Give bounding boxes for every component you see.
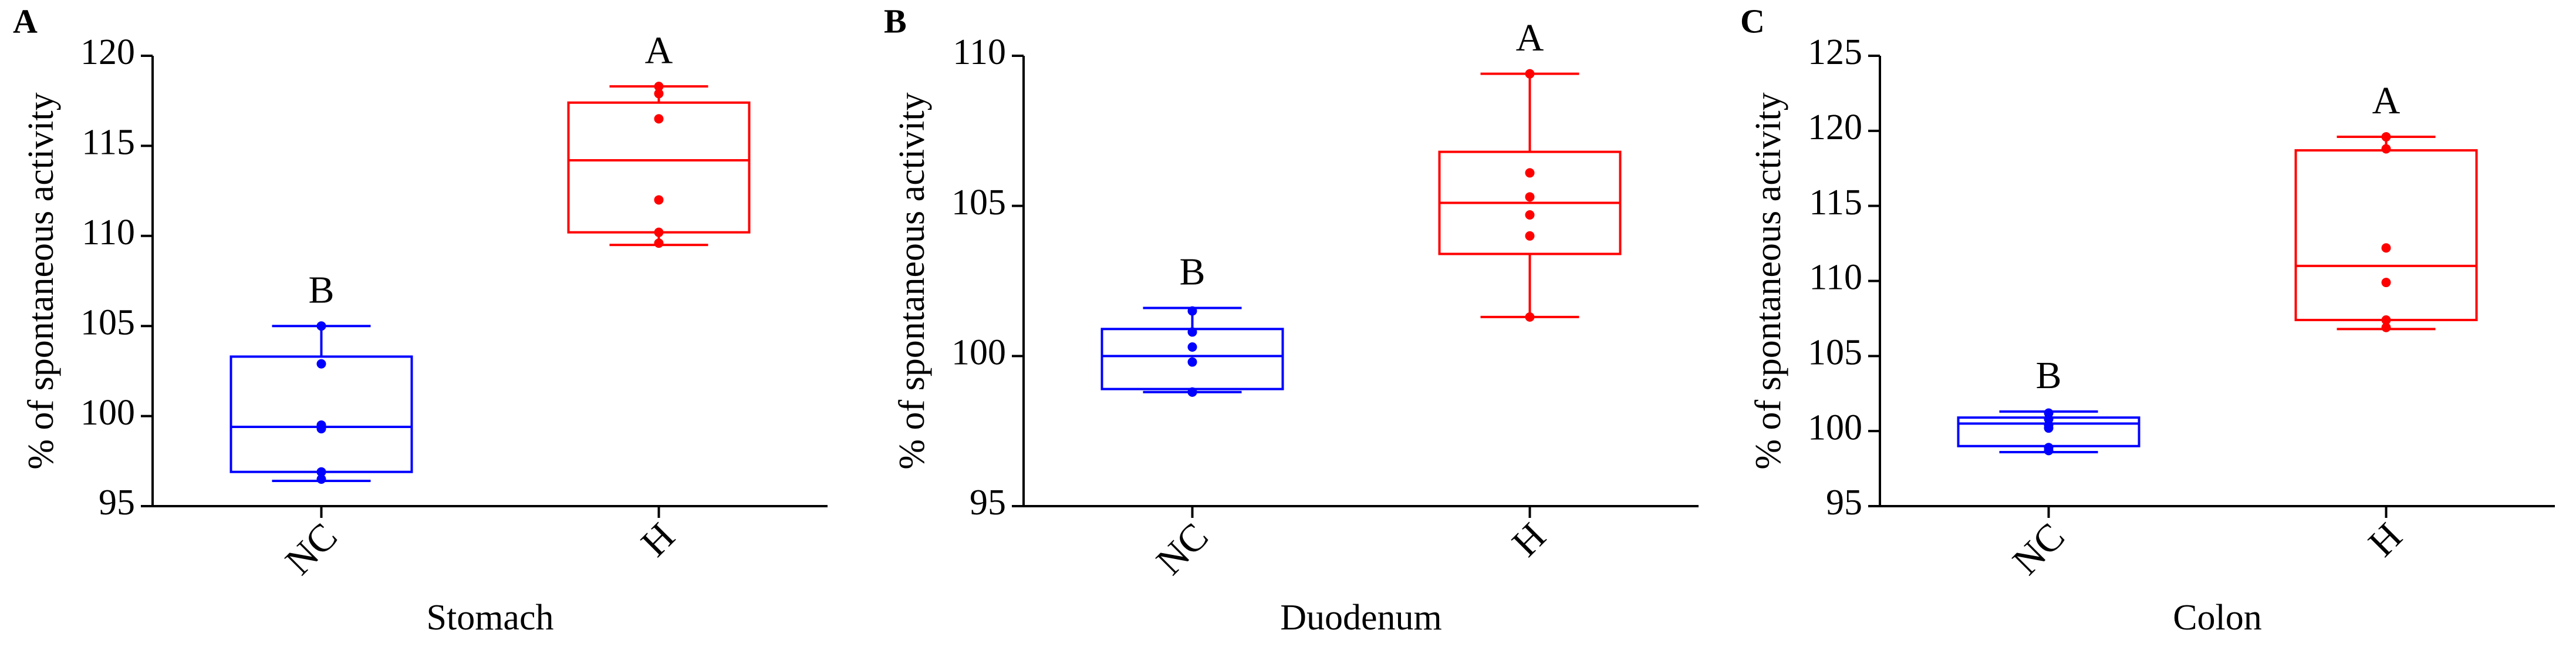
data-point (1187, 387, 1197, 397)
data-point (1525, 168, 1535, 178)
data-point (654, 238, 664, 248)
data-point (316, 359, 326, 369)
x-axis-label: Stomach (427, 598, 554, 638)
data-point (654, 114, 664, 124)
y-tick-label: 105 (80, 302, 135, 342)
data-point (2381, 144, 2391, 154)
panel: A % of spontaneous activity Stomach 95 100 10… (13, 2, 828, 638)
data-point (316, 467, 326, 477)
data-point (1187, 357, 1197, 367)
y-tick-label: 100 (80, 393, 135, 433)
y-axis-label: % of spontaneous activity (1748, 92, 1788, 469)
data-point (654, 89, 664, 99)
significance-letter: B (308, 268, 334, 311)
y-axis-label: % of spontaneous activity (21, 92, 61, 469)
y-tick-label: 115 (1809, 183, 1862, 223)
data-point (1187, 306, 1197, 316)
y-axis-label: % of spontaneous activity (892, 92, 932, 469)
data-point (654, 227, 664, 237)
x-tick-label: NC (1148, 515, 1216, 583)
x-tick-label: NC (2004, 515, 2072, 583)
y-tick-label: 95 (99, 483, 135, 523)
y-tick-label: 100 (951, 333, 1006, 373)
box (2294, 149, 2478, 321)
data-point (2381, 243, 2391, 253)
data-point (2381, 132, 2391, 142)
panel-label: C (1740, 2, 1765, 40)
data-point (2044, 423, 2054, 433)
data-point (1187, 342, 1197, 352)
y-tick-label: 120 (80, 32, 135, 72)
y-tick-label: 120 (1808, 107, 1862, 147)
significance-letter: B (1179, 251, 1205, 294)
x-axis-label: Colon (2173, 598, 2262, 638)
y-tick-label: 105 (1808, 333, 1862, 373)
data-point (1525, 69, 1535, 79)
data-point (654, 82, 664, 92)
data-point (316, 474, 326, 484)
panel: C % of spontaneous activity Colon 95 100 105 1… (1740, 2, 2555, 638)
x-tick-label: H (1504, 515, 1554, 565)
x-axis-label: Duodenum (1280, 598, 1442, 638)
significance-letter: A (1516, 16, 1544, 59)
y-tick-label: 95 (970, 483, 1006, 523)
data-point (1525, 210, 1535, 220)
data-point (316, 424, 326, 434)
significance-letter: B (2035, 354, 2061, 397)
data-point (2044, 446, 2054, 456)
panel-label: B (884, 2, 907, 40)
data-point (1525, 231, 1535, 241)
y-tick-label: 125 (1808, 32, 1862, 72)
x-tick-label: NC (277, 515, 345, 583)
x-tick-label: H (2360, 515, 2410, 565)
x-tick-label: H (633, 515, 683, 565)
y-tick-label: 95 (1826, 483, 1862, 523)
data-point (1525, 192, 1535, 202)
box (229, 355, 413, 473)
data-point (2381, 315, 2391, 325)
y-tick-label: 115 (82, 123, 135, 163)
data-point (2381, 278, 2391, 288)
panel: B % of spontaneous activity Duodenum 95 100 1… (884, 2, 1699, 638)
significance-letter: A (2372, 79, 2401, 122)
data-point (1525, 312, 1535, 322)
data-point (1187, 327, 1197, 337)
y-tick-label: 100 (1808, 407, 1862, 447)
y-tick-label: 110 (1809, 258, 1862, 298)
data-point (2381, 322, 2391, 332)
y-tick-label: 105 (951, 183, 1006, 223)
panel-label: A (13, 2, 38, 40)
data-point (316, 321, 326, 331)
data-point (654, 195, 664, 205)
y-tick-label: 110 (82, 213, 135, 252)
y-tick-label: 110 (953, 32, 1006, 72)
significance-letter: A (645, 29, 673, 72)
